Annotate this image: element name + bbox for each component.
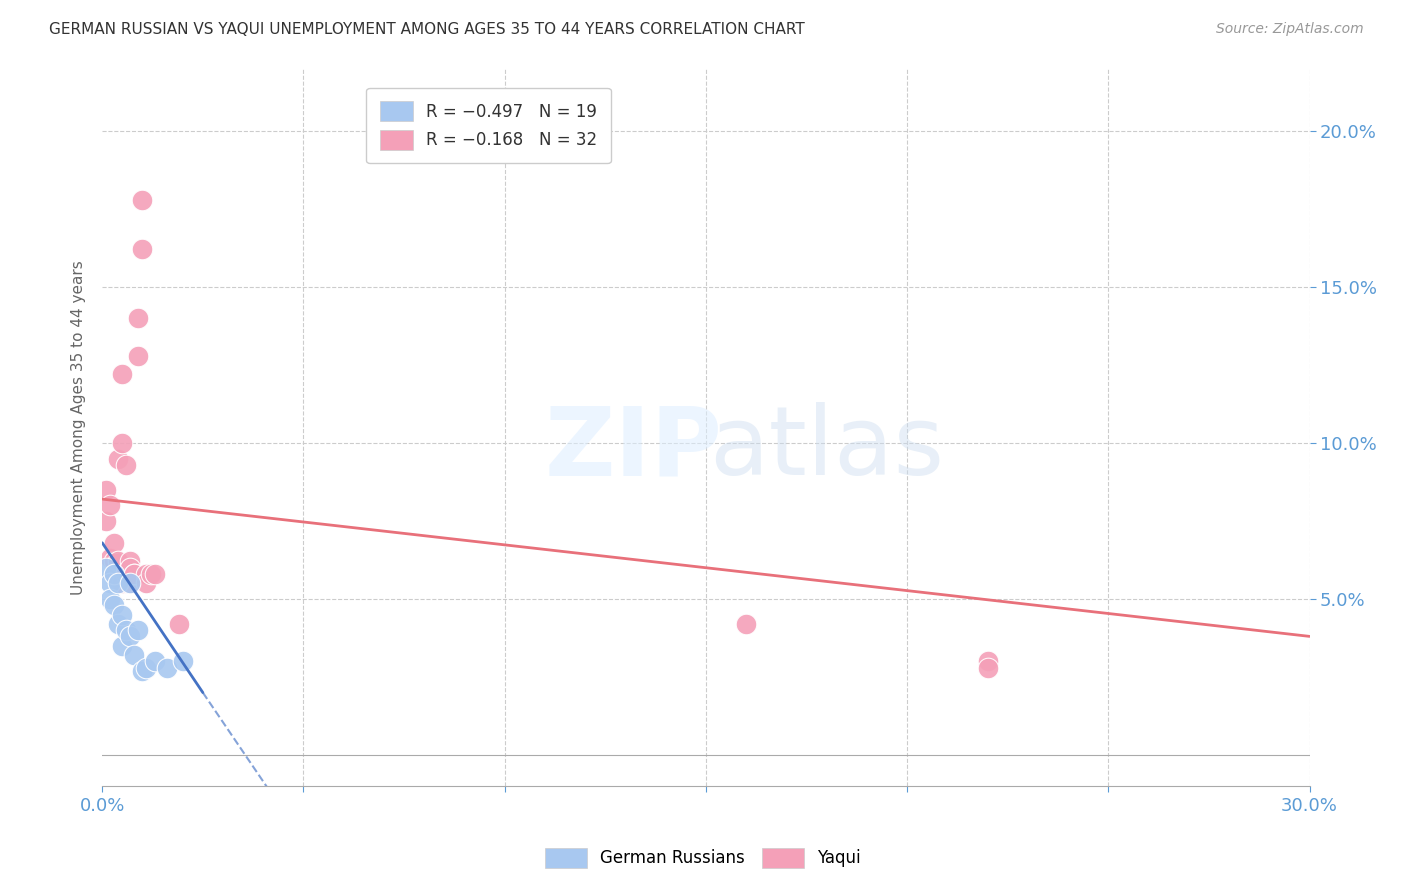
Point: [98, 551, 121, 566]
Point: [172, 654, 194, 668]
Point: [120, 554, 142, 568]
Point: [107, 451, 129, 466]
Text: atlas: atlas: [709, 402, 945, 495]
Point: [155, 660, 177, 674]
Legend: R = −0.497   N = 19, R = −0.168   N = 32: R = −0.497 N = 19, R = −0.168 N = 32: [367, 87, 610, 163]
Point: [127, 311, 149, 326]
Point: [98, 591, 121, 606]
Point: [107, 554, 129, 568]
Point: [127, 623, 149, 637]
Text: GERMAN RUSSIAN VS YAQUI UNEMPLOYMENT AMONG AGES 35 TO 44 YEARS CORRELATION CHART: GERMAN RUSSIAN VS YAQUI UNEMPLOYMENT AMO…: [49, 22, 806, 37]
Point: [103, 598, 125, 612]
Point: [139, 566, 162, 581]
Point: [131, 243, 153, 257]
Point: [976, 660, 998, 674]
Point: [98, 499, 121, 513]
Point: [124, 648, 146, 662]
Point: [976, 654, 998, 668]
Point: [135, 566, 157, 581]
Point: [111, 436, 134, 450]
Point: [143, 654, 166, 668]
Y-axis label: Unemployment Among Ages 35 to 44 years: Unemployment Among Ages 35 to 44 years: [72, 260, 86, 595]
Point: [107, 616, 129, 631]
Point: [96, 560, 118, 574]
Point: [103, 566, 125, 581]
Text: ZIP: ZIP: [544, 402, 723, 495]
Point: [115, 458, 138, 472]
Point: [120, 629, 142, 643]
Point: [111, 576, 134, 591]
Point: [96, 514, 118, 528]
Point: [167, 616, 190, 631]
Text: Source: ZipAtlas.com: Source: ZipAtlas.com: [1216, 22, 1364, 37]
Point: [103, 535, 125, 549]
Point: [127, 349, 149, 363]
Point: [111, 368, 134, 382]
Point: [124, 566, 146, 581]
Point: [135, 576, 157, 591]
Point: [96, 483, 118, 497]
Point: [124, 566, 146, 581]
Point: [135, 660, 157, 674]
Point: [143, 566, 166, 581]
Point: [131, 664, 153, 678]
Point: [98, 576, 121, 591]
Legend: German Russians, Yaqui: German Russians, Yaqui: [538, 841, 868, 875]
Point: [120, 560, 142, 574]
Point: [115, 566, 138, 581]
Point: [120, 576, 142, 591]
Point: [120, 570, 142, 584]
Point: [103, 566, 125, 581]
Point: [735, 616, 758, 631]
Point: [107, 576, 129, 591]
Point: [115, 623, 138, 637]
Point: [103, 554, 125, 568]
Point: [131, 193, 153, 207]
Point: [111, 607, 134, 622]
Point: [120, 576, 142, 591]
Point: [111, 639, 134, 653]
